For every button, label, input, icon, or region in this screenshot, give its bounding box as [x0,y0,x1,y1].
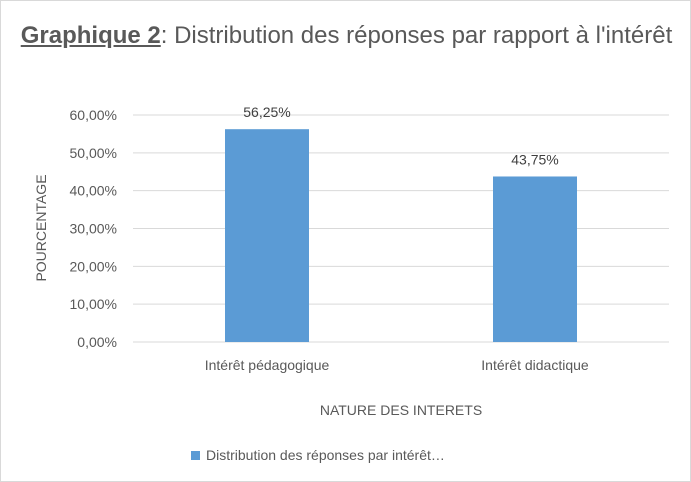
bar-data-label: 56,25% [243,104,290,120]
bar-data-label: 43,75% [511,151,558,167]
chart-title: Graphique 2: Distribution des réponses p… [1,19,691,53]
y-tick-label: 30,00% [70,221,117,237]
y-tick-label: 20,00% [70,258,117,274]
bar [493,176,577,342]
y-tick-label: 60,00% [70,107,117,123]
legend-swatch [191,451,200,460]
y-axis-title: POURCENTAGE [33,174,49,281]
x-category-label: Intérêt pédagogique [205,357,330,373]
x-category-label: Intérêt didactique [481,357,589,373]
y-tick-label: 40,00% [70,183,117,199]
y-tick-label: 50,00% [70,145,117,161]
bar [225,129,309,342]
y-tick-label: 10,00% [70,296,117,312]
y-tick-label: 0,00% [77,334,117,350]
chart-title-prefix: Graphique 2 [20,22,161,49]
chart-title-rest: : Distribution des réponses par rapport … [160,22,673,49]
legend-label: Distribution des réponses par intérêt… [206,447,445,463]
x-axis-title: NATURE DES INTERETS [320,402,482,418]
